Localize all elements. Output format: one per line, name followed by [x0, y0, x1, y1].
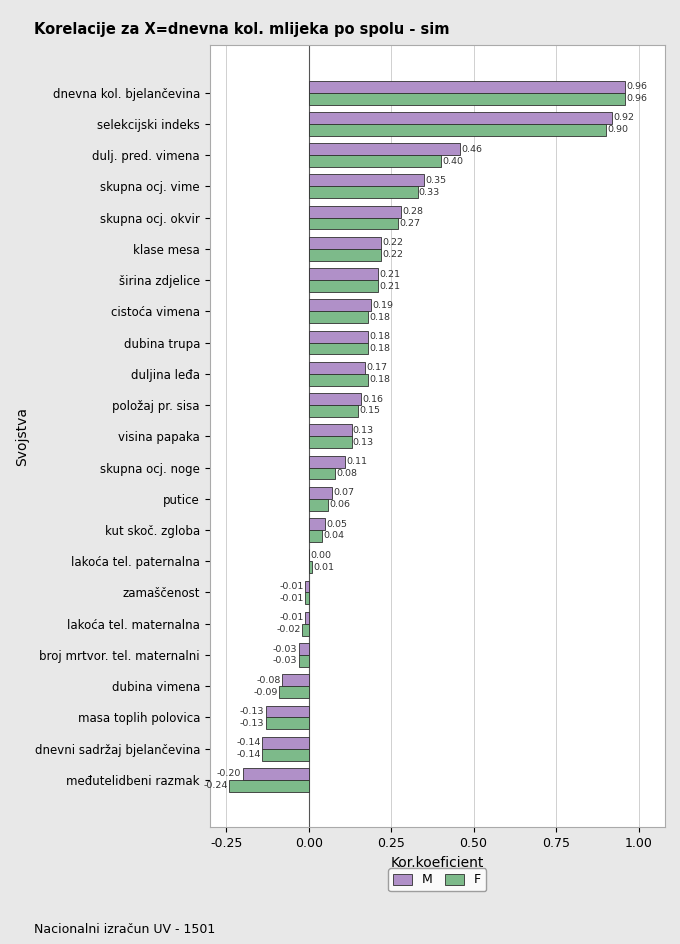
- Bar: [299, 643, 309, 655]
- Text: -0.09: -0.09: [253, 687, 277, 697]
- Text: 0.11: 0.11: [346, 457, 367, 466]
- Bar: [309, 343, 368, 354]
- Bar: [309, 299, 371, 312]
- Text: -0.02: -0.02: [276, 625, 301, 634]
- Text: 0.06: 0.06: [330, 500, 351, 509]
- Bar: [309, 467, 335, 480]
- Bar: [309, 425, 352, 436]
- Bar: [309, 393, 362, 405]
- Bar: [266, 717, 309, 730]
- Bar: [309, 280, 378, 292]
- Text: 0.13: 0.13: [353, 426, 374, 435]
- Bar: [309, 330, 368, 343]
- Text: 0.18: 0.18: [369, 344, 390, 353]
- Text: -0.01: -0.01: [279, 594, 304, 603]
- Text: 0.18: 0.18: [369, 312, 390, 322]
- Text: 0.22: 0.22: [383, 250, 403, 260]
- Bar: [299, 655, 309, 666]
- Text: 0.08: 0.08: [337, 469, 358, 478]
- Bar: [279, 686, 309, 698]
- Text: 0.92: 0.92: [613, 113, 634, 123]
- Text: 0.05: 0.05: [326, 519, 347, 529]
- Bar: [309, 362, 364, 374]
- Text: 0.00: 0.00: [310, 550, 331, 560]
- Text: 0.15: 0.15: [360, 407, 380, 415]
- Bar: [305, 593, 309, 604]
- Bar: [229, 780, 309, 792]
- Bar: [309, 218, 398, 229]
- Bar: [309, 93, 626, 105]
- Bar: [309, 456, 345, 467]
- Text: -0.03: -0.03: [273, 645, 297, 653]
- Text: Nacionalni izračun UV - 1501: Nacionalni izračun UV - 1501: [34, 923, 216, 936]
- Text: 0.18: 0.18: [369, 332, 390, 341]
- Text: 0.17: 0.17: [366, 363, 387, 372]
- X-axis label: Kor.koeficient: Kor.koeficient: [390, 855, 484, 869]
- Text: 0.27: 0.27: [399, 219, 420, 228]
- Bar: [309, 405, 358, 417]
- Bar: [309, 124, 606, 136]
- Text: 0.40: 0.40: [442, 157, 463, 165]
- Bar: [309, 206, 401, 218]
- Bar: [305, 612, 309, 624]
- Text: 0.90: 0.90: [607, 126, 628, 134]
- Bar: [262, 737, 309, 749]
- Bar: [262, 749, 309, 761]
- Text: -0.08: -0.08: [256, 676, 281, 684]
- Bar: [309, 237, 381, 249]
- Text: 0.96: 0.96: [627, 94, 648, 103]
- Bar: [309, 112, 612, 124]
- Text: 0.21: 0.21: [379, 270, 401, 278]
- Legend: M, F: M, F: [388, 868, 486, 891]
- Text: -0.14: -0.14: [237, 738, 261, 748]
- Bar: [309, 562, 312, 573]
- Bar: [305, 581, 309, 593]
- Bar: [309, 81, 626, 93]
- Text: -0.20: -0.20: [217, 769, 241, 779]
- Bar: [309, 249, 381, 261]
- Text: 0.19: 0.19: [373, 301, 394, 310]
- Text: -0.01: -0.01: [279, 614, 304, 622]
- Bar: [266, 705, 309, 717]
- Text: 0.16: 0.16: [362, 395, 384, 404]
- Text: 0.07: 0.07: [333, 488, 354, 497]
- Bar: [302, 624, 309, 635]
- Bar: [309, 312, 368, 323]
- Text: -0.03: -0.03: [273, 656, 297, 666]
- Text: 0.01: 0.01: [313, 563, 335, 572]
- Bar: [309, 518, 325, 530]
- Text: 0.21: 0.21: [379, 281, 401, 291]
- Text: 0.18: 0.18: [369, 375, 390, 384]
- Text: 0.28: 0.28: [403, 207, 424, 216]
- Bar: [309, 268, 378, 280]
- Bar: [309, 487, 332, 498]
- Text: -0.13: -0.13: [240, 719, 265, 728]
- Text: -0.13: -0.13: [240, 707, 265, 716]
- Bar: [243, 768, 309, 780]
- Bar: [309, 186, 418, 198]
- Bar: [309, 175, 424, 186]
- Text: 0.35: 0.35: [426, 176, 447, 185]
- Bar: [309, 436, 352, 448]
- Text: 0.96: 0.96: [627, 82, 648, 92]
- Text: -0.24: -0.24: [204, 782, 228, 790]
- Bar: [309, 143, 460, 155]
- Bar: [282, 674, 309, 686]
- Text: Korelacije za X=dnevna kol. mlijeka po spolu - sim: Korelacije za X=dnevna kol. mlijeka po s…: [34, 22, 449, 37]
- Bar: [309, 155, 441, 167]
- Text: 0.22: 0.22: [383, 239, 403, 247]
- Bar: [309, 374, 368, 386]
- Bar: [309, 498, 328, 511]
- Text: 0.33: 0.33: [419, 188, 440, 196]
- Text: -0.14: -0.14: [237, 750, 261, 759]
- Y-axis label: Svojstva: Svojstva: [15, 407, 29, 465]
- Text: 0.13: 0.13: [353, 438, 374, 447]
- Text: 0.46: 0.46: [462, 144, 483, 154]
- Text: -0.01: -0.01: [279, 582, 304, 591]
- Bar: [309, 530, 322, 542]
- Text: 0.04: 0.04: [323, 531, 344, 540]
